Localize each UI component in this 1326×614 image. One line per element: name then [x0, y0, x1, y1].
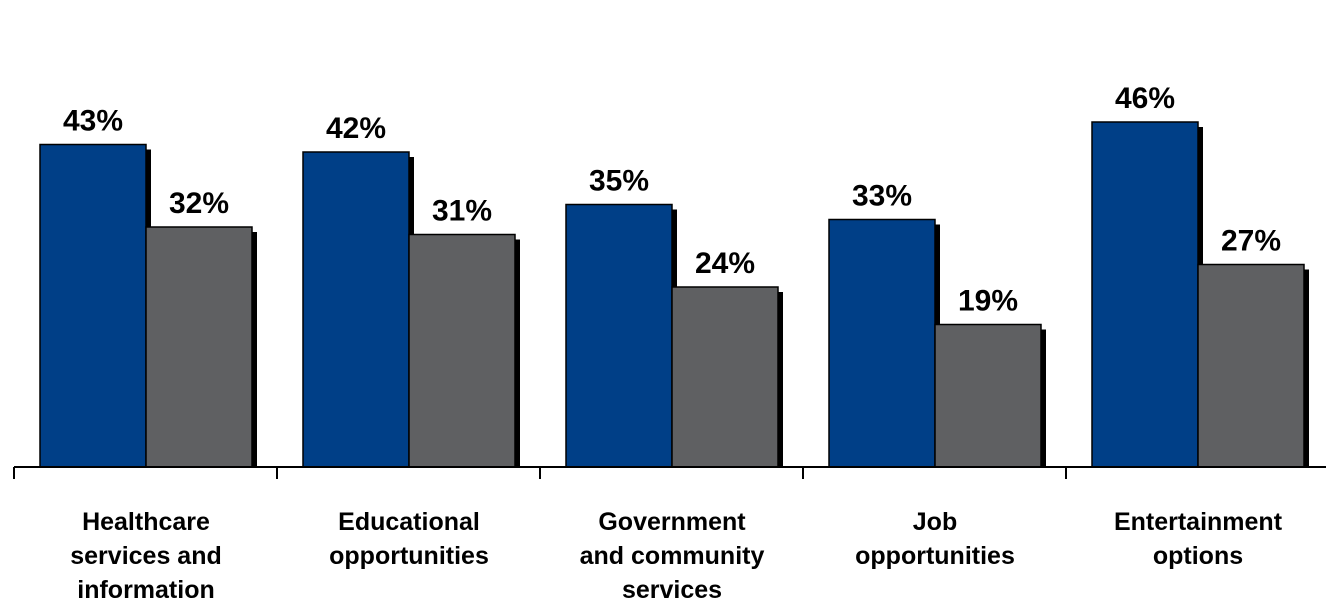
- category-label-line: Healthcare: [82, 508, 210, 536]
- value-label: 35%: [589, 165, 649, 198]
- category-label-line: services and: [70, 542, 222, 570]
- category-labels: Healthcare services and information Educati…: [70, 508, 1282, 604]
- category-label-line: services: [622, 576, 722, 604]
- category-label: Healthcare services and information: [70, 508, 222, 604]
- category-label-line: opportunities: [329, 542, 489, 570]
- value-label: 27%: [1221, 225, 1281, 258]
- category-label: Job opportunities: [855, 508, 1015, 570]
- value-label: 19%: [958, 285, 1018, 318]
- category-label: Entertainment options: [1114, 508, 1283, 570]
- category-label-line: Job: [913, 508, 957, 536]
- value-label: 43%: [63, 105, 123, 138]
- bar-series1-2: [302, 151, 410, 468]
- bar-series1-1: [39, 143, 147, 468]
- bar-series1-4: [828, 218, 936, 468]
- value-label: 46%: [1115, 82, 1175, 115]
- bar-series2-2: [408, 233, 516, 468]
- bar-series2-5: [1197, 263, 1305, 468]
- category-label-line: opportunities: [855, 542, 1015, 570]
- bar-series2-4: [934, 323, 1042, 468]
- value-label: 33%: [852, 180, 912, 213]
- value-label: 24%: [695, 247, 755, 280]
- category-label-line: Entertainment: [1114, 508, 1283, 536]
- category-label-line: Educational: [338, 508, 480, 536]
- category-label-line: and community: [580, 542, 765, 570]
- bar-series2-3: [671, 286, 779, 468]
- category-label-line: information: [77, 576, 215, 604]
- category-label-line: Government: [598, 508, 746, 536]
- bar-series1-3: [565, 203, 673, 468]
- bars: [39, 121, 1305, 468]
- value-label: 42%: [326, 112, 386, 145]
- value-label: 31%: [432, 195, 492, 228]
- category-label: Educational opportunities: [329, 508, 489, 570]
- category-label-line: options: [1153, 542, 1243, 570]
- category-label: Government and community services: [580, 508, 765, 604]
- bar-series1-5: [1091, 121, 1199, 468]
- value-label: 32%: [169, 187, 229, 220]
- value-labels: 43% 32% 42% 31% 35% 24% 33% 19% 46% 27%: [63, 82, 1281, 318]
- bar-series2-1: [145, 226, 253, 468]
- x-axis: [13, 466, 1326, 479]
